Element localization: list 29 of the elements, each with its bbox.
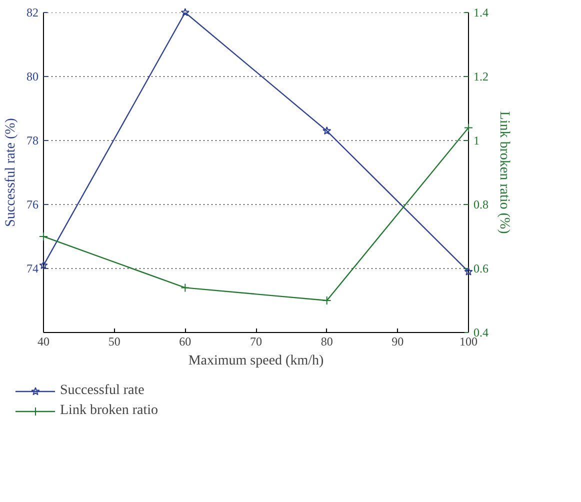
point bbox=[180, 8, 190, 16]
point bbox=[39, 232, 48, 241]
y-tick-label: 80 bbox=[26, 70, 38, 84]
y2-tick-label: 1 bbox=[474, 134, 480, 148]
point bbox=[39, 260, 48, 270]
y2-tick-label: 1.4 bbox=[474, 6, 488, 20]
x-tick-label: 50 bbox=[108, 334, 120, 348]
point bbox=[322, 126, 332, 135]
y-tick-label: 82 bbox=[26, 6, 38, 20]
legend-label: Successful rate bbox=[60, 383, 144, 399]
point bbox=[464, 123, 473, 132]
x-tick-label: 80 bbox=[320, 334, 333, 348]
y2-tick-label: 0.6 bbox=[474, 262, 488, 276]
legend-label: Link broken ratio bbox=[60, 403, 158, 419]
y2-axis-title: Link broken ratio (%) bbox=[496, 111, 512, 234]
x-tick-label: 60 bbox=[179, 334, 192, 348]
x-axis-title: Maximum speed (km/h) bbox=[188, 354, 324, 368]
x-tick-label: 40 bbox=[38, 334, 50, 348]
y2-tick-label: 1.2 bbox=[474, 70, 488, 84]
point bbox=[322, 296, 332, 305]
point bbox=[180, 283, 190, 292]
y2-tick-label: 0.8 bbox=[474, 198, 488, 212]
point bbox=[464, 267, 473, 276]
y-tick-label: 78 bbox=[26, 134, 38, 148]
y-tick-label: 74 bbox=[26, 262, 38, 276]
y-tick-label: 76 bbox=[26, 198, 38, 212]
y-axis-title: Successful rate (%) bbox=[4, 118, 18, 227]
x-tick-label: 90 bbox=[392, 334, 404, 348]
x-tick-label: 70 bbox=[250, 334, 262, 348]
